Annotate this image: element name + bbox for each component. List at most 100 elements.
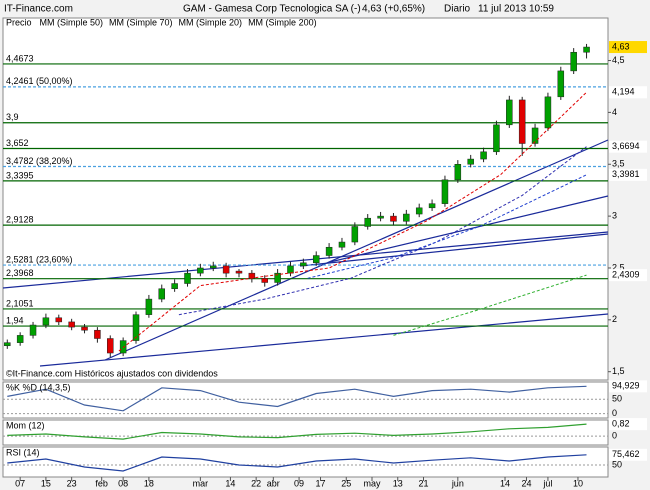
candle-body — [42, 317, 50, 326]
value-label-box — [609, 168, 647, 181]
candle-body — [55, 317, 63, 323]
candle-body — [158, 288, 166, 300]
candle-body — [209, 265, 217, 269]
candle-body — [518, 99, 526, 144]
candle-body — [274, 272, 281, 283]
value-label: 2,4309 — [612, 270, 640, 280]
x-tick-label: 14 — [225, 478, 235, 488]
value-label-box — [609, 448, 647, 461]
indicator-line — [7, 423, 587, 440]
candle-body — [493, 124, 500, 153]
candle-body — [235, 270, 243, 274]
candle-body — [531, 127, 539, 144]
trendline — [329, 195, 609, 263]
level-label: 4,4673 — [6, 53, 34, 63]
value-label: 3,3981 — [612, 169, 640, 179]
candle-body — [428, 203, 436, 209]
y-tick-label: 1,5 — [612, 366, 625, 376]
legend-entry: MM (Simple 20) — [179, 17, 243, 27]
brand: IT-Finance.com — [4, 4, 73, 15]
y-tick-label: 0 — [612, 431, 617, 441]
y-tick-label: 50 — [612, 394, 622, 404]
value-label-box — [609, 418, 647, 431]
level-label: 2,1051 — [6, 298, 34, 308]
y-tick-label: 2 — [612, 314, 617, 324]
candle-body — [390, 215, 397, 222]
level-label: 2,5281 (23,60%) — [6, 254, 73, 264]
level-label: 3,652 — [6, 138, 29, 148]
x-tick-label: 18 — [144, 478, 154, 488]
candle-body — [506, 99, 513, 126]
ma-line — [178, 146, 587, 316]
x-tick-label: 21 — [418, 478, 428, 488]
candle-body — [415, 207, 423, 215]
value-label-box — [609, 380, 647, 393]
candle-body — [583, 46, 590, 53]
candle-body — [171, 283, 178, 289]
candle-body — [544, 96, 552, 129]
x-tick-label: abr — [267, 478, 280, 488]
x-tick-label: 22 — [251, 478, 261, 488]
y-tick-label: 50 — [612, 459, 622, 469]
x-tick-label: jul — [542, 478, 552, 488]
panel-title: RSI (14) — [6, 447, 40, 457]
candle-body — [467, 158, 474, 165]
candle-body — [351, 226, 359, 243]
value-label-box — [609, 269, 647, 282]
candle-body — [480, 151, 487, 160]
x-tick-label: jun — [451, 478, 464, 488]
value-label: 75,462 — [612, 449, 640, 459]
candle-body — [377, 215, 384, 219]
candle-body — [300, 262, 307, 267]
candle-body — [261, 278, 268, 283]
x-tick-label: 23 — [67, 478, 77, 488]
candle-body — [338, 241, 346, 248]
rsi-panel — [2, 446, 609, 478]
x-tick-label: 17 — [316, 478, 326, 488]
y-tick-label: 2,5 — [612, 262, 625, 272]
level-label: 1,94 — [6, 315, 24, 325]
x-tick-label: 14 — [500, 478, 510, 488]
y-tick-label: 3,5 — [612, 159, 625, 169]
price-label: Precio — [6, 17, 32, 27]
price: 4,63 (+0,65%) — [362, 4, 425, 15]
y-tick-label: 3 — [612, 210, 617, 220]
chart-title: GAM - Gamesa Corp Tecnologica SA (-) — [183, 4, 361, 15]
value-label: 0,82 — [612, 418, 630, 428]
value-label-box — [609, 140, 647, 153]
level-label: 2,9128 — [6, 215, 34, 225]
candle-body — [81, 326, 88, 331]
candle-body — [145, 298, 153, 315]
candle-body — [454, 164, 462, 181]
candle-body — [119, 340, 127, 354]
period: Diario — [444, 4, 471, 15]
x-tick-label: 13 — [393, 478, 403, 488]
x-tick-label: may — [363, 478, 381, 488]
legend-entry: MM (Simple 50) — [40, 17, 104, 27]
legend-entry: MM (Simple 70) — [109, 17, 173, 27]
value-label-box — [609, 86, 647, 99]
datetime: 11 jul 2013 10:59 — [478, 4, 554, 15]
candle-body — [68, 321, 75, 328]
x-tick-label: 08 — [118, 478, 128, 488]
level-label: 2,3968 — [6, 268, 34, 278]
x-tick-label: 15 — [41, 478, 51, 488]
candle-body — [248, 272, 256, 279]
candle-body — [132, 314, 140, 341]
level-label: 3,9 — [6, 112, 19, 122]
candle-body — [94, 329, 101, 339]
candle-body — [325, 246, 333, 256]
level-label: 3,4782 (38,20%) — [6, 156, 73, 166]
indicator-line — [7, 385, 587, 412]
ma-line — [118, 91, 587, 352]
value-label-box — [609, 41, 647, 54]
legend-entry: MM (Simple 200) — [248, 17, 317, 27]
main-panel — [2, 17, 609, 381]
x-tick-label: mar — [193, 478, 209, 488]
candle-body — [441, 179, 449, 204]
value-label: 3,6694 — [612, 141, 640, 151]
value-label: 4,194 — [612, 87, 635, 97]
value-label: 4,63 — [612, 41, 630, 51]
